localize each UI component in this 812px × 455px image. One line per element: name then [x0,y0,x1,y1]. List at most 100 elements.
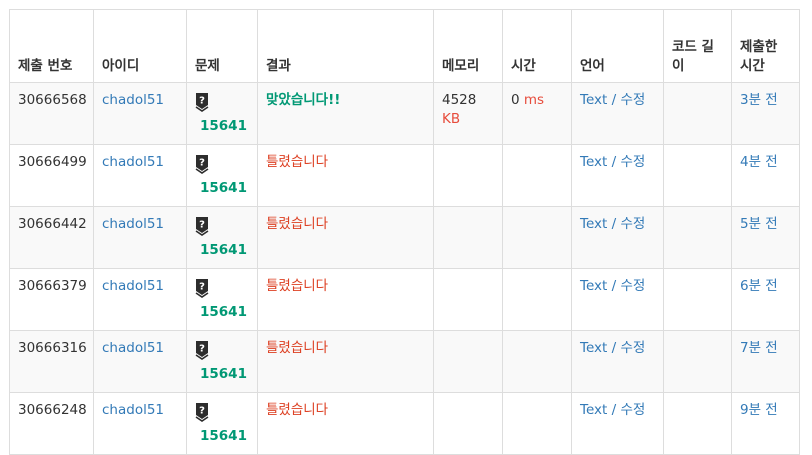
language-link[interactable]: Text [580,278,608,294]
svg-text:?: ? [199,344,205,355]
edit-link[interactable]: 수정 [620,216,646,232]
submitted-at-link[interactable]: 6분 전 [740,278,778,294]
result-cell: 맞았습니다!! [257,82,434,145]
memory-cell [433,330,503,393]
result-cell: 틀렸습니다 [257,206,434,269]
submitted-at-cell: 7분 전 [731,330,800,393]
memory-cell [433,392,503,455]
language-link[interactable]: Text [580,402,608,418]
language-separator: / [607,216,621,232]
user-cell: chadol51 [93,392,187,455]
user-link[interactable]: chadol51 [102,402,165,418]
time-unit: ms [523,92,545,108]
submission-id-cell: 30666248 [9,392,94,455]
user-cell: chadol51 [93,206,187,269]
language-link[interactable]: Text [580,340,608,356]
submitted-at-cell: 6분 전 [731,268,800,331]
submitted-at-link[interactable]: 3분 전 [740,92,778,108]
submission-id: 30666316 [18,340,87,356]
edit-link[interactable]: 수정 [620,154,646,170]
user-link[interactable]: chadol51 [102,154,165,170]
language-separator: / [607,340,621,356]
language-cell: Text / 수정 [571,330,664,393]
header-time: 시간 [502,9,572,83]
table-row: 30666379 chadol51 ? 15641 틀렸습니다 Text / 수… [9,268,800,331]
language-separator: / [607,278,621,294]
user-link[interactable]: chadol51 [102,92,165,108]
result-cell: 틀렸습니다 [257,144,434,207]
result-cell: 틀렸습니다 [257,392,434,455]
table-row: 30666499 chadol51 ? 15641 틀렸습니다 Text / 수… [9,144,800,207]
time-cell [502,206,572,269]
memory-cell: 4528 KB [433,82,503,145]
submission-id-cell: 30666379 [9,268,94,331]
time-cell [502,392,572,455]
memory-cell [433,268,503,331]
time-cell [502,268,572,331]
result-text: 틀렸습니다 [266,340,329,356]
language-link[interactable]: Text [580,92,608,108]
table-body: 30666568 chadol51 ? 15641 맞았습니다!! 4528 KB… [9,82,800,455]
edit-link[interactable]: 수정 [620,92,646,108]
svg-text:?: ? [199,158,205,169]
problem-cell: ? 15641 [186,82,258,145]
submitted-at-cell: 5분 전 [731,206,800,269]
table-header: 제출 번호 아이디 문제 결과 메모리 시간 언어 코드 길이 제출한 시간 [9,9,800,83]
submission-id: 30666442 [18,216,87,232]
language-link[interactable]: Text [580,216,608,232]
code-length-cell [663,330,732,393]
submission-id: 30666248 [18,402,87,418]
time-cell [502,144,572,207]
header-code-length: 코드 길이 [663,9,732,83]
submitted-at-link[interactable]: 4분 전 [740,154,778,170]
time-value: 0 [511,92,520,108]
edit-link[interactable]: 수정 [620,340,646,356]
submitted-at-link[interactable]: 5분 전 [740,216,778,232]
user-link[interactable]: chadol51 [102,340,165,356]
language-link[interactable]: Text [580,154,608,170]
language-cell: Text / 수정 [571,82,664,145]
language-cell: Text / 수정 [571,144,664,207]
problem-link[interactable]: 15641 [200,366,247,382]
submitted-at-link[interactable]: 9분 전 [740,402,778,418]
header-submitted-at: 제출한 시간 [731,9,800,83]
user-cell: chadol51 [93,82,187,145]
result-cell: 틀렸습니다 [257,268,434,331]
result-cell: 틀렸습니다 [257,330,434,393]
header-submission-id: 제출 번호 [9,9,94,83]
user-link[interactable]: chadol51 [102,278,165,294]
problem-cell: ? 15641 [186,206,258,269]
result-text: 맞았습니다!! [266,92,341,108]
problem-link[interactable]: 15641 [200,118,247,134]
user-link[interactable]: chadol51 [102,216,165,232]
table-row: 30666316 chadol51 ? 15641 틀렸습니다 Text / 수… [9,330,800,393]
submission-id-cell: 30666568 [9,82,94,145]
user-cell: chadol51 [93,330,187,393]
unrated-shield-icon: ? [195,340,209,366]
submitted-at-link[interactable]: 7분 전 [740,340,778,356]
table-row: 30666442 chadol51 ? 15641 틀렸습니다 Text / 수… [9,206,800,269]
user-cell: chadol51 [93,144,187,207]
submitted-at-cell: 4분 전 [731,144,800,207]
memory-cell [433,206,503,269]
svg-text:?: ? [199,282,205,293]
problem-cell: ? 15641 [186,144,258,207]
memory-value: 4528 [442,92,477,108]
submission-id-cell: 30666442 [9,206,94,269]
edit-link[interactable]: 수정 [620,278,646,294]
header-language: 언어 [571,9,664,83]
problem-cell: ? 15641 [186,330,258,393]
problem-link[interactable]: 15641 [200,304,247,320]
problem-link[interactable]: 15641 [200,180,247,196]
time-cell [502,330,572,393]
edit-link[interactable]: 수정 [620,402,646,418]
problem-link[interactable]: 15641 [200,428,247,444]
language-separator: / [607,92,621,108]
result-text: 틀렸습니다 [266,278,329,294]
unrated-shield-icon: ? [195,216,209,242]
submission-status-table: 제출 번호 아이디 문제 결과 메모리 시간 언어 코드 길이 제출한 시간 3… [9,9,800,455]
svg-text:?: ? [199,220,205,231]
language-separator: / [607,154,621,170]
header-problem: 문제 [186,9,258,83]
problem-link[interactable]: 15641 [200,242,247,258]
